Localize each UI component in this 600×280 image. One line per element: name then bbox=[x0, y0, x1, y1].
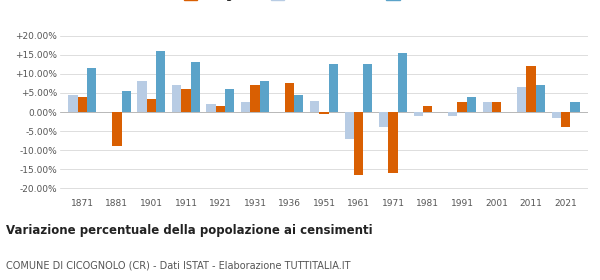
Bar bbox=[112, 112, 122, 146]
Bar bbox=[482, 102, 492, 112]
Bar bbox=[241, 102, 250, 112]
Bar bbox=[329, 64, 338, 112]
Bar bbox=[147, 99, 156, 112]
Bar bbox=[492, 102, 501, 112]
Bar bbox=[206, 104, 216, 112]
Bar bbox=[526, 66, 536, 112]
Bar bbox=[413, 112, 423, 116]
Bar bbox=[536, 85, 545, 112]
Bar bbox=[363, 64, 373, 112]
Legend: Cicognolo, Provincia di CR, Lombardia: Cicognolo, Provincia di CR, Lombardia bbox=[181, 0, 467, 4]
Bar bbox=[398, 53, 407, 112]
Bar bbox=[181, 89, 191, 112]
Bar bbox=[517, 87, 526, 112]
Bar bbox=[379, 112, 388, 127]
Bar bbox=[285, 83, 294, 112]
Bar bbox=[78, 97, 87, 112]
Bar bbox=[137, 81, 147, 112]
Bar bbox=[122, 91, 131, 112]
Bar bbox=[225, 89, 235, 112]
Bar bbox=[448, 112, 457, 116]
Bar bbox=[344, 112, 354, 139]
Bar bbox=[319, 112, 329, 114]
Bar bbox=[457, 102, 467, 112]
Bar bbox=[570, 102, 580, 112]
Bar bbox=[191, 62, 200, 112]
Bar bbox=[310, 101, 319, 112]
Bar bbox=[423, 106, 432, 112]
Text: COMUNE DI CICOGNOLO (CR) - Dati ISTAT - Elaborazione TUTTITALIA.IT: COMUNE DI CICOGNOLO (CR) - Dati ISTAT - … bbox=[6, 260, 350, 270]
Bar bbox=[172, 85, 181, 112]
Bar bbox=[467, 97, 476, 112]
Bar bbox=[250, 85, 260, 112]
Bar bbox=[216, 106, 225, 112]
Bar bbox=[388, 112, 398, 173]
Bar bbox=[87, 68, 97, 112]
Bar bbox=[551, 112, 561, 118]
Bar bbox=[294, 95, 304, 112]
Bar bbox=[68, 95, 78, 112]
Bar bbox=[260, 81, 269, 112]
Text: Variazione percentuale della popolazione ai censimenti: Variazione percentuale della popolazione… bbox=[6, 224, 373, 237]
Bar bbox=[354, 112, 363, 175]
Bar bbox=[561, 112, 570, 127]
Bar bbox=[156, 51, 166, 112]
